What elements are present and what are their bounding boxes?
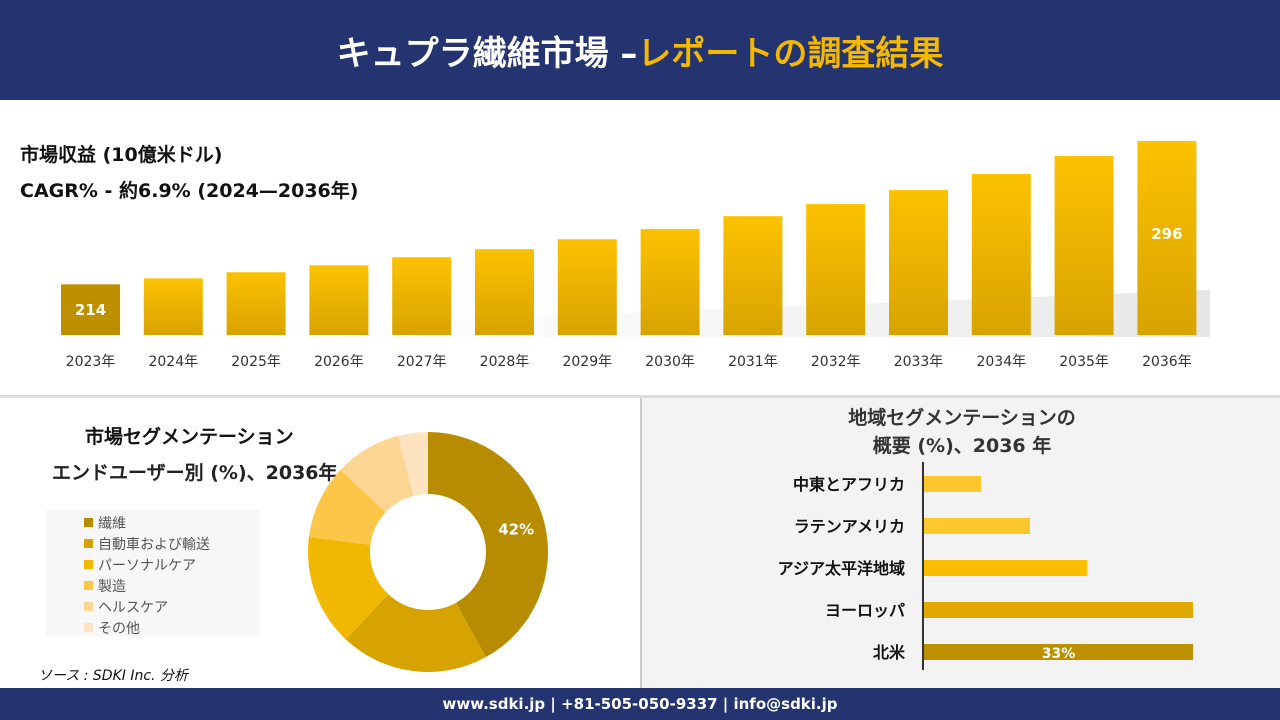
footer-contact: www.sdki.jp | +81-505-050-9337 | info@sd… xyxy=(0,688,1280,720)
x-tick-label: 2031年 xyxy=(728,354,778,370)
y-category-label: アジア太平洋地域 xyxy=(778,559,905,578)
legend-swatch xyxy=(84,602,93,611)
slice-data-label: 42% xyxy=(498,520,534,538)
x-tick-label: 2036年 xyxy=(1142,354,1192,370)
legend-swatch xyxy=(84,518,93,527)
region-title-line1: 地域セグメンテーションの xyxy=(848,407,1076,429)
legend-swatch xyxy=(84,539,93,548)
x-tick-label: 2028年 xyxy=(480,354,530,370)
donut-slice-3 xyxy=(308,536,389,640)
bar-2026年 xyxy=(309,265,369,335)
legend-item: 繊維 xyxy=(84,512,260,533)
divider xyxy=(0,395,1280,398)
region-section: 地域セグメンテーションの 概要 (%)、2036 年 中東とアフリカ ラテンアメリ… xyxy=(640,398,1280,688)
y-category-label: ラテンアメリカ xyxy=(794,517,905,536)
revenue-bar-chart: 2023年 214 2024年 2025年 2026年 2027年 2028年 2029年 20… xyxy=(60,141,1210,370)
x-tick-label: 2035年 xyxy=(1059,354,1109,370)
bar-2035年 xyxy=(1054,156,1114,335)
revenue-section: 市場収益 (10億米ドル) CAGR% - 約6.9% (2024—2036年)… xyxy=(0,100,1280,395)
bar-中東とアフリカ xyxy=(924,476,982,492)
donut-slice-2 xyxy=(345,594,486,672)
bar-2034年 xyxy=(971,174,1031,335)
bar-data-label: 214 xyxy=(75,301,106,319)
bar-2031年 xyxy=(723,216,783,335)
page-header: キュプラ繊維市場 – レポートの調査結果 xyxy=(0,0,1280,100)
legend-item: その他 xyxy=(84,617,260,638)
bar-data-label: 33% xyxy=(1042,646,1076,662)
bar-2030年 xyxy=(640,229,700,335)
bar-ヨーロッパ xyxy=(924,602,1193,618)
x-tick-label: 2025年 xyxy=(231,354,281,370)
legend-item: ヘルスケア xyxy=(84,596,260,617)
bar-2032年 xyxy=(806,204,866,335)
x-tick-label: 2034年 xyxy=(976,354,1026,370)
x-tick-label: 2027年 xyxy=(397,354,447,370)
donut-chart: 42% xyxy=(308,432,549,672)
legend-label: その他 xyxy=(98,620,140,637)
x-tick-label: 2026年 xyxy=(314,354,364,370)
bar-2036年 xyxy=(1137,141,1197,335)
bar-2023年 xyxy=(61,284,120,335)
x-tick-label: 2030年 xyxy=(645,354,695,370)
legend-swatch xyxy=(84,623,93,632)
legend-label: 製造 xyxy=(98,578,126,595)
bar-2033年 xyxy=(889,190,948,335)
x-tick-label: 2033年 xyxy=(894,354,944,370)
revenue-title: 市場収益 (10億米ドル) xyxy=(20,144,223,166)
donut-slice-1 xyxy=(428,432,549,658)
region-title: 地域セグメンテーションの 概要 (%)、2036 年 xyxy=(642,404,1280,460)
x-tick-label: 2032年 xyxy=(811,354,861,370)
bar-data-label: 296 xyxy=(1151,225,1182,243)
y-category-label: ヨーロッパ xyxy=(825,601,905,620)
donut-slice-6 xyxy=(398,432,428,496)
legend-label: 繊維 xyxy=(98,515,126,532)
legend-label: パーソナルケア xyxy=(98,557,196,574)
bar-ラテンアメリカ xyxy=(924,518,1030,534)
legend-label: 自動車および輸送 xyxy=(98,536,210,553)
bar-2025年 xyxy=(226,272,286,335)
donut-slice-5 xyxy=(340,435,414,513)
source-note: ソース : SDKI Inc. 分析 xyxy=(38,668,188,684)
enduser-section: 市場セグメンテーション エンドユーザー別 (%)、2036年 繊維自動車および輸… xyxy=(0,398,640,688)
y-category-label: 北米 xyxy=(873,643,906,662)
title-highlight: レポートの調査結果 xyxy=(637,33,944,74)
bar-北米 xyxy=(924,644,1193,660)
x-tick-label: 2023年 xyxy=(66,354,116,370)
title-main: キュプラ繊維市場 – xyxy=(336,33,638,74)
legend-swatch xyxy=(84,581,93,590)
bar-2028年 xyxy=(475,249,534,335)
bar-2024年 xyxy=(143,278,203,335)
legend-label: ヘルスケア xyxy=(98,599,168,616)
y-category-label: 中東とアフリカ xyxy=(793,475,905,494)
legend-item: パーソナルケア xyxy=(84,554,260,575)
segment-title: 市場セグメンテーション xyxy=(85,426,294,448)
legend-swatch xyxy=(84,560,93,569)
x-tick-label: 2029年 xyxy=(562,354,612,370)
bar-アジア太平洋地域 xyxy=(924,560,1088,576)
cagr-text: CAGR% - 約6.9% (2024—2036年) xyxy=(20,180,359,202)
segment-subtitle: エンドユーザー別 (%)、2036年 xyxy=(52,462,338,484)
legend-item: 製造 xyxy=(84,575,260,596)
donut-legend: 繊維自動車および輸送 パーソナルケア 製造ヘルスケアその他 xyxy=(46,510,260,638)
x-tick-label: 2024年 xyxy=(148,354,198,370)
region-title-line2: 概要 (%)、2036 年 xyxy=(872,435,1052,457)
bar-2029年 xyxy=(557,239,617,335)
donut-slice-4 xyxy=(308,469,386,545)
bar-2027年 xyxy=(392,257,452,335)
legend-item: 自動車および輸送 xyxy=(84,533,260,554)
